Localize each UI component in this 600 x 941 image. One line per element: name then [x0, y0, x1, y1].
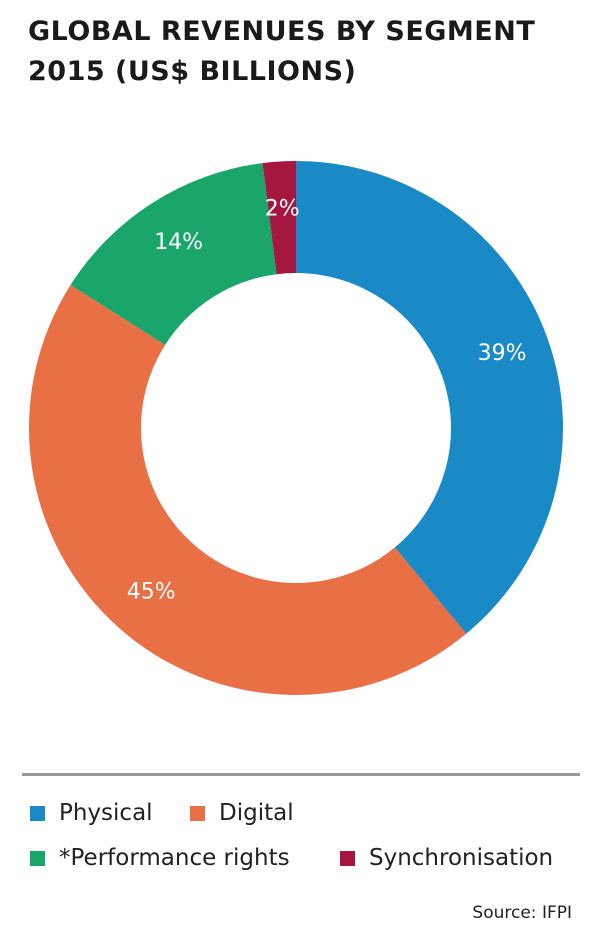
legend-label: Digital [219, 800, 294, 826]
legend-entry: Physical [30, 800, 153, 826]
legend-swatch [30, 805, 45, 821]
legend-swatch [190, 805, 205, 821]
donut-slice [296, 161, 563, 634]
divider [22, 773, 580, 776]
legend-swatch [30, 850, 45, 866]
legend-entry: Synchronisation [340, 845, 553, 871]
chart-title: GLOBAL REVENUES BY SEGMENT 2015 (US$ BIL… [28, 16, 536, 87]
legend-label: Synchronisation [369, 845, 554, 871]
legend-entry: Digital [190, 800, 294, 826]
donut-slice [28, 284, 467, 695]
value-label: 14% [154, 230, 203, 255]
legend-entry: *Performance rights [30, 845, 290, 871]
value-label: 45% [127, 579, 176, 604]
legend-label: *Performance rights [59, 845, 290, 871]
donut-slice [70, 163, 277, 345]
donut-slice [262, 161, 296, 275]
legend-swatch [340, 850, 355, 866]
value-label: 39% [478, 341, 527, 366]
source: Source: IFPI [472, 903, 572, 923]
legend-label: Physical [59, 800, 153, 826]
value-label: 2% [265, 196, 300, 221]
chart: 39% 45% 14% 2% [28, 161, 563, 695]
